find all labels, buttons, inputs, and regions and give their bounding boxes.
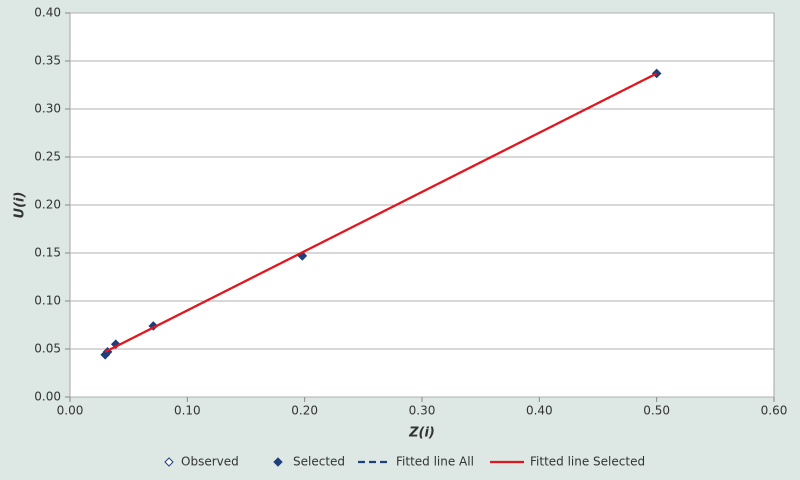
legend-label: Fitted line Selected <box>530 455 645 469</box>
x-tick-label: 0.00 <box>57 404 84 418</box>
legend-marker <box>164 457 174 467</box>
fitted-line <box>104 72 658 353</box>
legend-label: Selected <box>293 455 345 469</box>
x-tick-label: 0.20 <box>291 404 318 418</box>
y-axis-title: U(i) <box>13 192 28 219</box>
y-tick-label: 0.40 <box>34 6 61 20</box>
x-tick-label: 0.60 <box>761 404 788 418</box>
y-tick-label: 0.10 <box>34 294 61 308</box>
y-tick-label: 0.00 <box>34 390 61 404</box>
legend-label: Fitted line All <box>396 455 474 469</box>
legend-label: Observed <box>181 455 239 469</box>
x-tick-label: 0.10 <box>174 404 201 418</box>
y-tick-label: 0.15 <box>34 246 61 260</box>
y-tick-label: 0.35 <box>34 54 61 68</box>
y-tick-label: 0.25 <box>34 150 61 164</box>
y-tick-label: 0.20 <box>34 198 61 212</box>
x-axis-title: Z(i) <box>408 426 435 441</box>
y-tick-label: 0.30 <box>34 102 61 116</box>
y-tick-label: 0.05 <box>34 342 61 356</box>
x-tick-label: 0.30 <box>409 404 436 418</box>
x-tick-label: 0.50 <box>643 404 670 418</box>
legend-marker <box>273 457 283 467</box>
x-tick-label: 0.40 <box>526 404 553 418</box>
